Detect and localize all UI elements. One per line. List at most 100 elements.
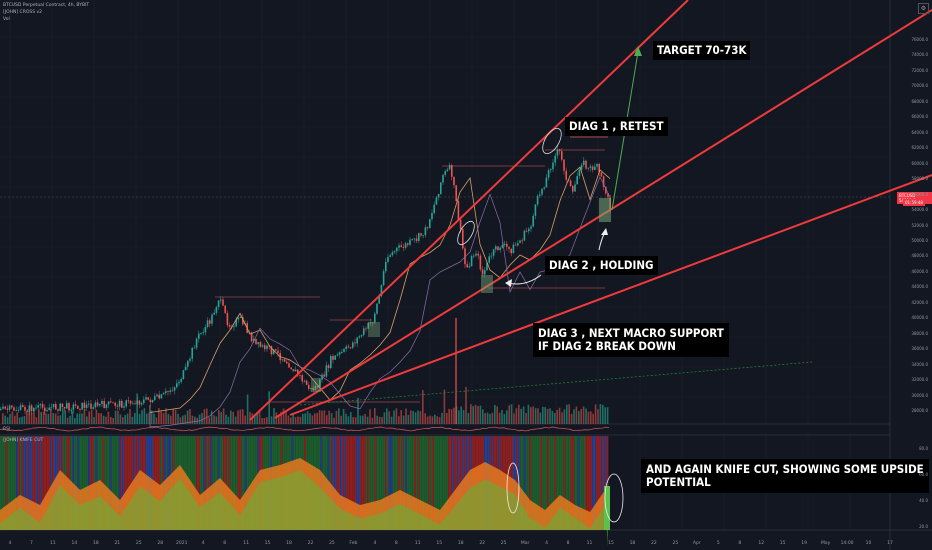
candle-body <box>132 403 134 405</box>
volume-bar <box>479 405 482 424</box>
candle-body <box>101 401 103 404</box>
candle-body <box>99 403 101 406</box>
volume-bar <box>9 413 11 424</box>
candle-body <box>140 402 143 405</box>
candle-body <box>580 164 583 170</box>
candle-body <box>387 256 389 262</box>
candle-body <box>598 164 600 173</box>
knife-cut-column <box>574 436 576 530</box>
volume-bar <box>14 415 16 424</box>
candle-body <box>13 407 15 411</box>
candle-body <box>459 219 462 230</box>
volume-bar <box>30 412 33 424</box>
settings-icon[interactable]: ⚙ <box>918 3 929 14</box>
volume-bar <box>450 409 453 424</box>
candle-body <box>147 397 149 400</box>
candle-body <box>325 365 328 377</box>
knife-cut-column <box>554 436 557 530</box>
candle-body <box>85 404 88 408</box>
volume-bar <box>170 415 172 424</box>
time-tick: 15 <box>779 541 786 546</box>
knife-cut-column <box>388 436 391 530</box>
candle-body <box>523 230 526 241</box>
knife-cut-column <box>594 436 596 530</box>
volume-bar <box>378 416 381 424</box>
candle-body <box>448 165 451 170</box>
candle-body <box>466 264 468 268</box>
volume-legend[interactable]: Vol <box>3 17 10 22</box>
volume-bar <box>28 408 30 424</box>
candle-body <box>532 215 534 227</box>
volume-bar <box>107 411 110 424</box>
candle-body <box>475 253 477 256</box>
knife-cut-column <box>232 436 234 530</box>
price-tick: 30000.0 <box>911 392 928 398</box>
candle-body <box>508 246 510 249</box>
time-tick: May <box>820 541 831 546</box>
volume-bar <box>314 413 316 424</box>
dashed-trendline <box>299 361 813 406</box>
time-tick: 18 <box>629 541 636 546</box>
volume-bar <box>347 416 350 424</box>
knife-cut-column <box>27 436 29 530</box>
rsi-legend[interactable]: RSI <box>3 427 11 432</box>
knife-cut-column <box>423 436 425 530</box>
volume-bar <box>328 410 330 424</box>
knife-cut-column <box>406 436 409 530</box>
price-tick: 72000.0 <box>911 67 928 73</box>
candle-body <box>118 400 121 407</box>
knife-cut-column <box>415 436 418 530</box>
time-tick: 7 <box>30 541 33 546</box>
candle-body <box>237 317 240 320</box>
time-tick: 8 <box>566 541 570 546</box>
white-arrow-head <box>601 228 608 235</box>
volume-bar <box>64 410 66 424</box>
knife-cut-column <box>122 436 125 530</box>
price-tick: 40000.0 <box>911 315 928 321</box>
volume-bar <box>184 414 186 424</box>
knife-cut-column <box>45 436 47 530</box>
volume-bar <box>47 413 50 424</box>
knife-cut-circle <box>506 462 520 514</box>
knife-cut-column <box>567 436 569 530</box>
knife-cut-column <box>124 436 126 530</box>
indicator-legend[interactable]: [JOHN] CROSS v2 <box>3 10 43 15</box>
candle-body <box>187 360 189 367</box>
candle-body <box>281 359 284 361</box>
knife-cut-column <box>376 436 378 530</box>
candle-body <box>294 369 297 372</box>
knife-cut-column <box>108 436 110 530</box>
volume-bar <box>405 408 407 424</box>
knife-cut-legend[interactable]: [JOHN] KNIFE CUT <box>3 438 44 443</box>
candle-body <box>200 332 202 334</box>
candle-body <box>323 374 325 377</box>
candle-body <box>371 322 374 324</box>
candle-body <box>338 352 341 355</box>
volume-bar <box>282 408 285 424</box>
volume-bar <box>554 413 556 424</box>
volume-bar <box>462 410 465 424</box>
knife-cut-column <box>358 436 360 530</box>
volume-bar <box>338 408 340 424</box>
candle-body <box>321 374 323 380</box>
volume-bar <box>508 405 510 424</box>
time-tick: 4 <box>201 541 205 546</box>
time-tick: 25 <box>500 541 507 546</box>
candle-body <box>220 299 222 301</box>
candle-body <box>354 342 356 344</box>
candle-body <box>242 316 244 325</box>
volume-bar <box>220 412 222 424</box>
volume-bar <box>138 413 141 424</box>
symbol-legend[interactable]: BTCUSD Perpetual Contract, 4h, BYBIT <box>3 3 90 8</box>
candle-body <box>587 167 589 169</box>
time-tick: 10 <box>865 541 872 546</box>
volume-bar <box>585 408 587 424</box>
price-tick: 74000.0 <box>911 52 928 58</box>
knife-cut-column <box>459 436 461 530</box>
candle-body <box>37 405 39 408</box>
knife-cut-column <box>590 436 593 530</box>
volume-bar <box>93 417 95 424</box>
candle-body <box>94 402 97 408</box>
